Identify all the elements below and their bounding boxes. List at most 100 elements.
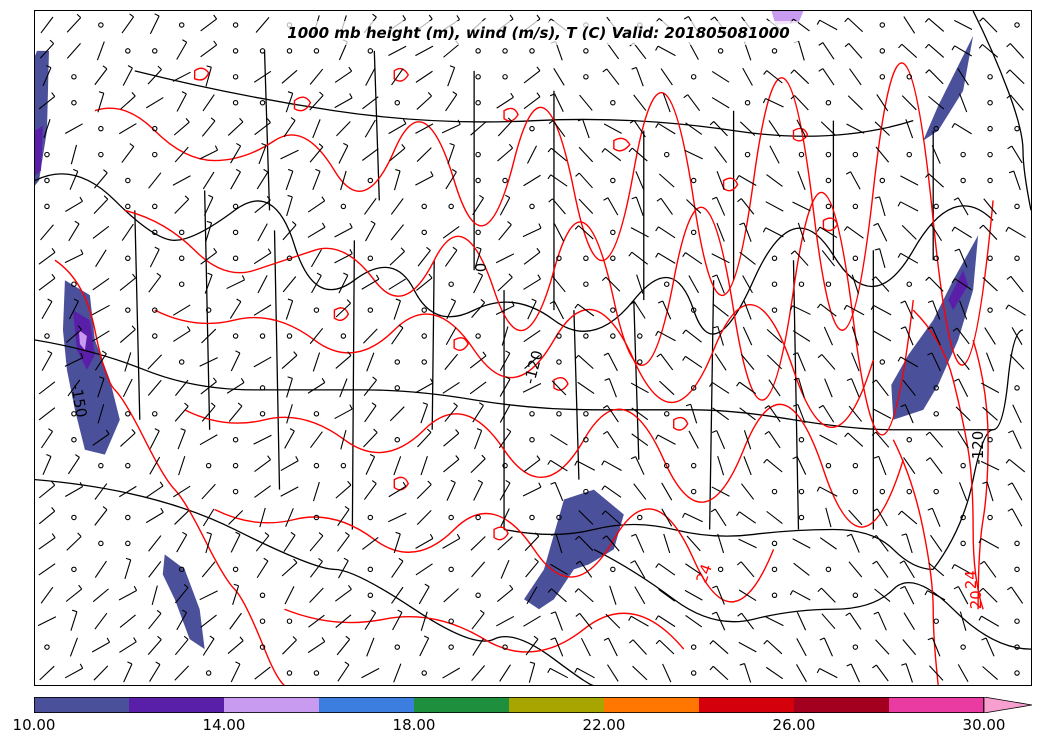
wind-barb bbox=[91, 304, 110, 316]
wind-barb bbox=[956, 353, 970, 371]
wind-barb bbox=[816, 486, 838, 497]
wind-barb bbox=[984, 327, 996, 345]
wind-barb bbox=[628, 147, 648, 162]
wind-barb bbox=[178, 456, 186, 476]
wind-barb bbox=[499, 350, 511, 371]
calm-wind-marker bbox=[367, 592, 374, 599]
wind-barb bbox=[925, 276, 944, 292]
wind-barb bbox=[959, 300, 968, 320]
calm-wind-marker bbox=[205, 462, 212, 469]
calm-wind-marker bbox=[529, 436, 535, 443]
wind-barb bbox=[1009, 354, 1025, 370]
wind-barb bbox=[259, 507, 266, 528]
wind-barb bbox=[118, 123, 137, 135]
wind-barb bbox=[199, 357, 218, 367]
wind-barb bbox=[957, 430, 969, 449]
wind-barb bbox=[603, 637, 618, 657]
wind-barb bbox=[40, 16, 54, 34]
wind-barb bbox=[550, 563, 568, 575]
wind-barb bbox=[709, 382, 730, 394]
wind-barb bbox=[925, 457, 943, 474]
wind-barb bbox=[499, 404, 511, 423]
calm-wind-marker bbox=[152, 411, 158, 417]
wind-barb bbox=[628, 639, 647, 655]
wind-barb bbox=[307, 637, 326, 654]
wind-barb bbox=[200, 614, 217, 628]
wind-barb bbox=[630, 382, 649, 394]
wind-barb bbox=[656, 353, 674, 371]
wind-barb bbox=[979, 224, 998, 240]
calm-wind-marker bbox=[879, 488, 886, 495]
wind-barb bbox=[230, 142, 242, 164]
wind-barb bbox=[497, 273, 513, 292]
calm-wind-marker bbox=[259, 411, 266, 417]
calm-wind-marker bbox=[232, 255, 239, 262]
wind-barb bbox=[1005, 458, 1026, 473]
calm-wind-marker bbox=[232, 229, 239, 236]
calm-wind-marker bbox=[125, 177, 131, 184]
calm-wind-marker bbox=[44, 177, 50, 184]
wind-barb bbox=[739, 222, 752, 242]
wind-barb bbox=[281, 69, 298, 84]
wind-barb bbox=[362, 96, 379, 110]
wind-barb bbox=[844, 432, 864, 447]
wind-barb bbox=[254, 118, 271, 136]
wind-barb bbox=[796, 119, 807, 138]
wind-barb bbox=[601, 510, 621, 525]
wind-barb bbox=[900, 585, 915, 605]
calm-wind-marker bbox=[987, 514, 993, 521]
wind-barb bbox=[553, 68, 565, 86]
calm-wind-marker bbox=[421, 359, 427, 365]
wind-barb bbox=[736, 381, 757, 395]
wind-barb bbox=[334, 93, 353, 109]
wind-barb bbox=[284, 586, 295, 605]
wind-barb bbox=[765, 666, 784, 680]
wind-barb bbox=[446, 479, 456, 501]
calm-wind-marker bbox=[232, 488, 239, 495]
wind-barb bbox=[205, 65, 212, 87]
wind-barb bbox=[40, 586, 54, 604]
calm-wind-marker bbox=[71, 411, 77, 417]
wind-barb bbox=[38, 533, 56, 550]
wind-barb bbox=[420, 611, 428, 631]
wind-barb bbox=[711, 253, 730, 264]
wind-barb bbox=[656, 197, 673, 215]
wind-barb bbox=[634, 586, 646, 605]
wind-barb bbox=[875, 146, 890, 163]
wind-barb bbox=[929, 665, 944, 681]
calm-wind-marker bbox=[771, 307, 778, 313]
wind-barb bbox=[38, 481, 56, 499]
wind-barb bbox=[766, 174, 783, 187]
wind-barb bbox=[94, 506, 108, 526]
calm-wind-marker bbox=[475, 74, 481, 80]
wind-barb bbox=[363, 480, 377, 500]
wind-barb bbox=[471, 561, 486, 578]
wind-barb bbox=[847, 95, 863, 111]
wind-barb bbox=[548, 120, 566, 137]
calm-wind-marker bbox=[798, 488, 805, 495]
wind-barb bbox=[630, 533, 645, 553]
wind-barb bbox=[550, 637, 564, 657]
wind-barb bbox=[789, 590, 811, 601]
calm-wind-marker bbox=[933, 385, 939, 391]
wind-barb bbox=[843, 226, 864, 239]
wind-barb bbox=[94, 350, 107, 371]
wind-barb bbox=[230, 168, 241, 190]
wind-barb bbox=[282, 276, 297, 293]
calm-wind-marker bbox=[152, 203, 158, 210]
wind-barb bbox=[175, 379, 189, 396]
temperature-contour-label-south: 24 bbox=[692, 562, 715, 586]
wind-barb bbox=[523, 174, 541, 187]
wind-barb bbox=[416, 480, 432, 500]
wind-barb bbox=[792, 538, 811, 549]
colorbar-tick-label: 14.00 bbox=[202, 716, 246, 734]
wind-barb bbox=[577, 118, 590, 139]
wind-barb bbox=[796, 638, 807, 657]
wind-barb bbox=[523, 92, 541, 110]
calm-wind-marker bbox=[771, 255, 778, 262]
wind-barb bbox=[64, 249, 84, 264]
wind-barb bbox=[40, 224, 54, 241]
calm-wind-marker bbox=[825, 566, 832, 573]
wind-barb bbox=[312, 119, 321, 139]
wind-barb bbox=[736, 561, 755, 578]
